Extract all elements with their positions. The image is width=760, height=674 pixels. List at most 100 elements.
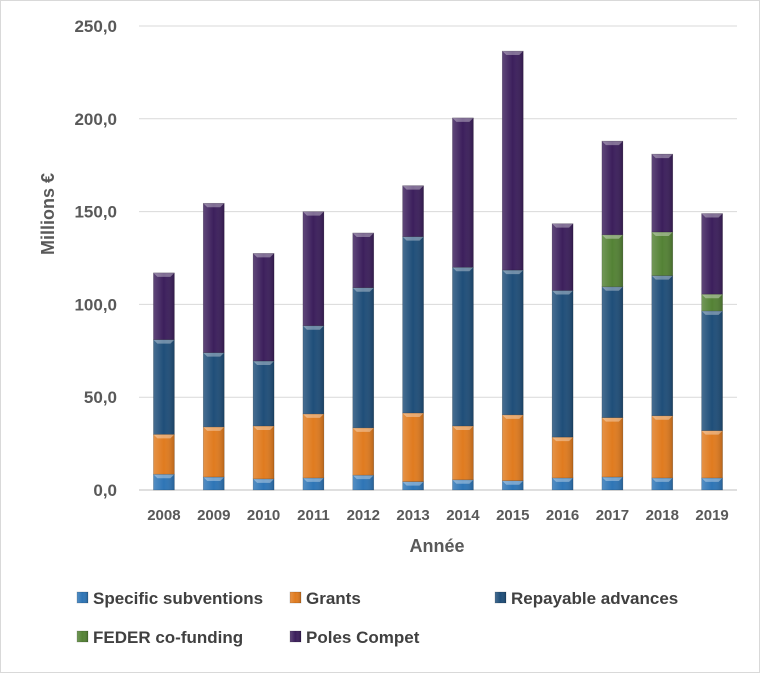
bar-segment-shade [651,477,673,490]
bar-segment [202,476,225,491]
bar-segment-shade [651,275,673,416]
legend-item: Repayable advances [494,589,678,608]
bar-segment-outline [352,232,375,288]
bar-segment [202,426,225,478]
bar-segment-shade [302,211,324,326]
bar-segment [551,223,574,291]
bar-segment-bevel [701,294,723,299]
bar-segment-bevel [352,232,374,237]
y-tick-label: 0,0 [93,481,117,500]
bar-segment-bevel [302,211,324,216]
y-tick-label: 100,0 [74,295,117,314]
legend-swatch-shade [495,592,506,603]
bar-segment-bevel [552,477,574,482]
bar-segment [352,287,375,429]
bar-segment-shade [552,223,574,291]
bar-segment-shade [601,286,623,418]
y-tick-label: 200,0 [74,110,117,129]
bar-segment-outline [701,213,723,295]
bar-segment [302,211,325,327]
legend-item: Poles Compet [289,628,420,647]
bar-segment-shade [352,475,374,490]
bar-segment-bevel [452,267,474,272]
bar-segment [651,275,674,417]
bar-segment-bevel [153,272,175,277]
bar-segment [701,477,723,491]
bar-segment-shade [651,154,673,233]
bar-segment [252,360,275,427]
bar-segment [252,253,275,362]
bar-segment-outline [551,223,574,291]
bar-segment [202,352,225,428]
bar-segment-bevel [452,479,474,484]
bar-segment-shade [153,272,175,340]
bar-segment [352,427,375,476]
bar-segment-outline [452,117,474,268]
bar-segment-outline [352,287,375,429]
bar-segment-bevel [203,426,225,431]
bar-segment-bevel [601,234,623,239]
bar-segment [402,481,424,491]
bar-segment [452,117,474,268]
bar-segment [651,415,674,479]
bar-segment-bevel [253,425,275,430]
bar-segment-shade [352,232,374,288]
bar-segment-shade [302,477,324,490]
x-tick-label: 2008 [147,507,180,524]
bar-segment-bevel [601,141,623,146]
bar-segment-shade [502,480,524,490]
bar-segment [452,479,474,491]
bar-segment-shade [253,253,275,362]
bar-segment [601,234,624,288]
y-axis-title: Millions € [38,173,58,255]
x-tick-label: 2013 [396,507,429,524]
x-tick-label: 2014 [446,507,480,524]
bar-segment-bevel [701,310,723,315]
bar-segment-bevel [651,154,673,159]
bar-segment-bevel [502,51,524,56]
bar-segment-shade [153,474,175,490]
bar-segment-bevel [402,412,424,417]
bar-segment-bevel [601,417,623,422]
bar-segment-bevel [153,339,175,344]
bar-segment-shade [203,477,225,490]
bar-segment [651,477,674,491]
bar-segment-shade [402,185,424,237]
bar-segment [352,474,375,491]
bar-segment-bevel [601,286,623,291]
legend-item: FEDER co-funding [76,628,243,647]
bar-segment [452,425,474,481]
bar-segment-bevel [203,477,225,482]
bar-segment [701,213,723,295]
x-tick-label: 2016 [546,507,579,524]
bars [153,50,723,491]
bar-segment-shade [651,415,673,478]
bar-segment-shade [352,427,374,476]
bar-segment-shade [651,232,673,276]
gridlines [139,25,737,491]
x-axis-ticks: 2008 2009 2010 2011 2012 2013 2014 2015 2016 2017… [147,507,729,524]
bar-segment-shade [352,287,374,428]
bar-segment-bevel [253,253,275,258]
bar-segment [551,290,574,438]
bar-segment-shade [701,430,723,478]
x-tick-label: 2015 [496,507,529,524]
y-tick-label: 50,0 [84,388,117,407]
bar-segment-bevel [352,427,374,432]
bar-segment-shade [701,213,723,295]
bar-segment-outline [302,211,325,327]
legend-item: Specific subventions [76,589,263,608]
bar-segment-outline [601,140,624,236]
bar-segment-outline [651,231,674,276]
bar-segment-shade [701,294,723,311]
bar-segment [302,325,325,415]
bar-segment-bevel [651,232,673,237]
legend-swatch-shade [77,631,88,642]
bar-segment [153,339,175,435]
bar-segment-bevel [352,287,374,292]
bar-segment [501,480,524,491]
bar-segment-bevel [402,185,424,190]
bar-segment-bevel [452,117,474,122]
bar-segment-shade [253,478,275,490]
